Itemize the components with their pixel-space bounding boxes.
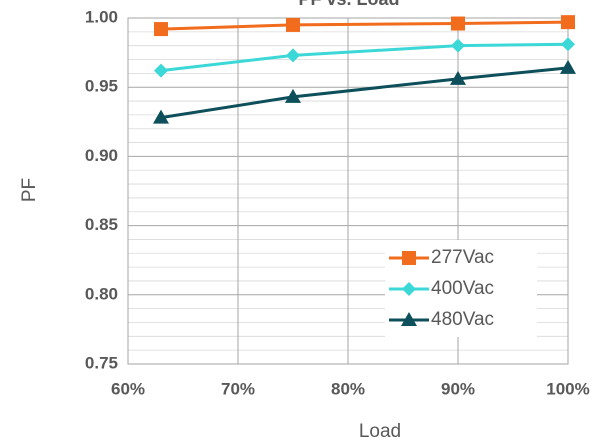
legend-label: 480Vac: [431, 309, 494, 330]
marker: [286, 48, 300, 63]
marker: [154, 22, 168, 37]
x-axis-label: Load: [359, 421, 401, 442]
marker: [286, 17, 300, 32]
marker: [561, 37, 575, 52]
y-tick-label: 0.75: [85, 353, 118, 372]
series-line: [160, 42, 569, 73]
x-tick-label: 80%: [331, 379, 365, 398]
plot-frame: [127, 17, 569, 365]
marker: [561, 15, 575, 30]
y-tick-label: 1.00: [85, 7, 118, 26]
y-tick-label: 0.80: [85, 284, 118, 303]
marker: [401, 312, 417, 326]
marker: [451, 38, 465, 53]
legend-label: 400Vac: [431, 278, 494, 299]
marker: [560, 59, 576, 74]
x-tick-label: 100%: [546, 379, 589, 398]
y-tick-label: 0.85: [85, 215, 118, 234]
series-line: [160, 20, 569, 31]
y-tick-label: 0.90: [85, 146, 118, 165]
marker: [450, 70, 466, 85]
marker: [451, 16, 465, 31]
chart-title: PF vs. Load: [298, 0, 399, 9]
y-axis-label: PF: [19, 178, 40, 202]
x-tick-label: 90%: [441, 379, 475, 398]
x-tick-label: 60%: [111, 379, 145, 398]
marker: [402, 282, 416, 296]
marker: [154, 63, 168, 78]
x-tick-label: 70%: [221, 379, 255, 398]
marker: [153, 109, 169, 124]
marker: [285, 88, 301, 103]
series-line: [160, 66, 569, 120]
legend-label: 277Vac: [431, 247, 494, 268]
y-tick-label: 0.95: [85, 77, 118, 96]
marker: [402, 251, 416, 265]
